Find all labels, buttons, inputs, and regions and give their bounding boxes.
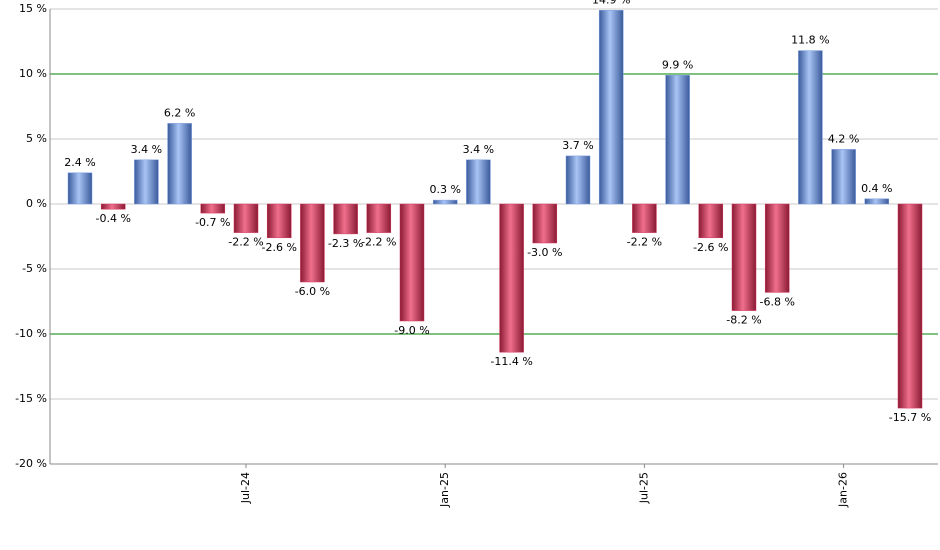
bar bbox=[565, 155, 591, 205]
value-label: -9.0 % bbox=[394, 324, 429, 337]
value-label: -0.7 % bbox=[195, 216, 230, 229]
y-tick-label: -20 % bbox=[15, 457, 47, 470]
bar bbox=[67, 172, 93, 205]
x-tick-label: Jul-24 bbox=[239, 472, 252, 504]
bar bbox=[632, 203, 657, 233]
y-tick-label: -5 % bbox=[22, 262, 47, 275]
y-tick-label: 10 % bbox=[19, 67, 47, 80]
bar bbox=[266, 203, 292, 239]
value-label: 3.7 % bbox=[562, 139, 593, 152]
bar bbox=[532, 203, 558, 244]
value-label: 11.8 % bbox=[791, 34, 829, 47]
bar bbox=[499, 203, 524, 353]
value-label: -2.2 % bbox=[361, 236, 396, 249]
x-tick-label: Jan-26 bbox=[837, 472, 850, 508]
value-label: -2.2 % bbox=[228, 236, 263, 249]
value-label: -0.4 % bbox=[95, 212, 130, 225]
bar bbox=[233, 203, 259, 233]
bar bbox=[200, 203, 226, 214]
value-label: -2.6 % bbox=[693, 241, 728, 254]
x-tick-label: Jul-25 bbox=[637, 472, 650, 504]
value-label: 0.4 % bbox=[861, 182, 892, 195]
y-tick-label: 0 % bbox=[26, 197, 47, 210]
value-label: 9.9 % bbox=[662, 58, 693, 71]
bar bbox=[100, 203, 126, 210]
bar bbox=[333, 203, 358, 235]
y-tick-label: -15 % bbox=[15, 392, 47, 405]
x-tick-label: Jan-25 bbox=[438, 472, 451, 508]
value-label: -3.0 % bbox=[527, 246, 562, 259]
bar bbox=[764, 203, 790, 293]
value-label: -2.6 % bbox=[261, 241, 296, 254]
bar bbox=[731, 203, 757, 311]
value-label: 2.4 % bbox=[64, 156, 95, 169]
bar bbox=[300, 203, 325, 283]
value-label: 3.4 % bbox=[463, 143, 494, 156]
bar bbox=[798, 50, 823, 205]
value-label: 0.3 % bbox=[429, 183, 460, 196]
bar bbox=[864, 198, 890, 205]
value-label: -2.2 % bbox=[627, 236, 662, 249]
value-label: -8.2 % bbox=[726, 314, 761, 327]
bar bbox=[432, 199, 458, 205]
value-label: -11.4 % bbox=[490, 355, 532, 368]
bar bbox=[698, 203, 724, 239]
value-label: 14.9 % bbox=[592, 0, 630, 6]
value-label: 3.4 % bbox=[131, 143, 162, 156]
y-tick-label: -10 % bbox=[15, 327, 47, 340]
bar bbox=[665, 75, 690, 205]
bar bbox=[831, 149, 856, 205]
value-label: -6.8 % bbox=[759, 295, 794, 308]
bar bbox=[366, 203, 392, 233]
bar bbox=[598, 10, 624, 205]
value-label: -15.7 % bbox=[889, 411, 931, 424]
bar bbox=[167, 123, 192, 205]
bar bbox=[134, 159, 159, 205]
value-label: 4.2 % bbox=[828, 132, 859, 145]
y-tick-label: 5 % bbox=[26, 132, 47, 145]
bar bbox=[897, 203, 923, 409]
value-label: 6.2 % bbox=[164, 106, 195, 119]
value-label: -6.0 % bbox=[295, 285, 330, 298]
y-tick-label: 15 % bbox=[19, 2, 47, 15]
bar bbox=[399, 203, 425, 322]
value-label: -2.3 % bbox=[328, 237, 363, 250]
bar bbox=[466, 159, 491, 205]
